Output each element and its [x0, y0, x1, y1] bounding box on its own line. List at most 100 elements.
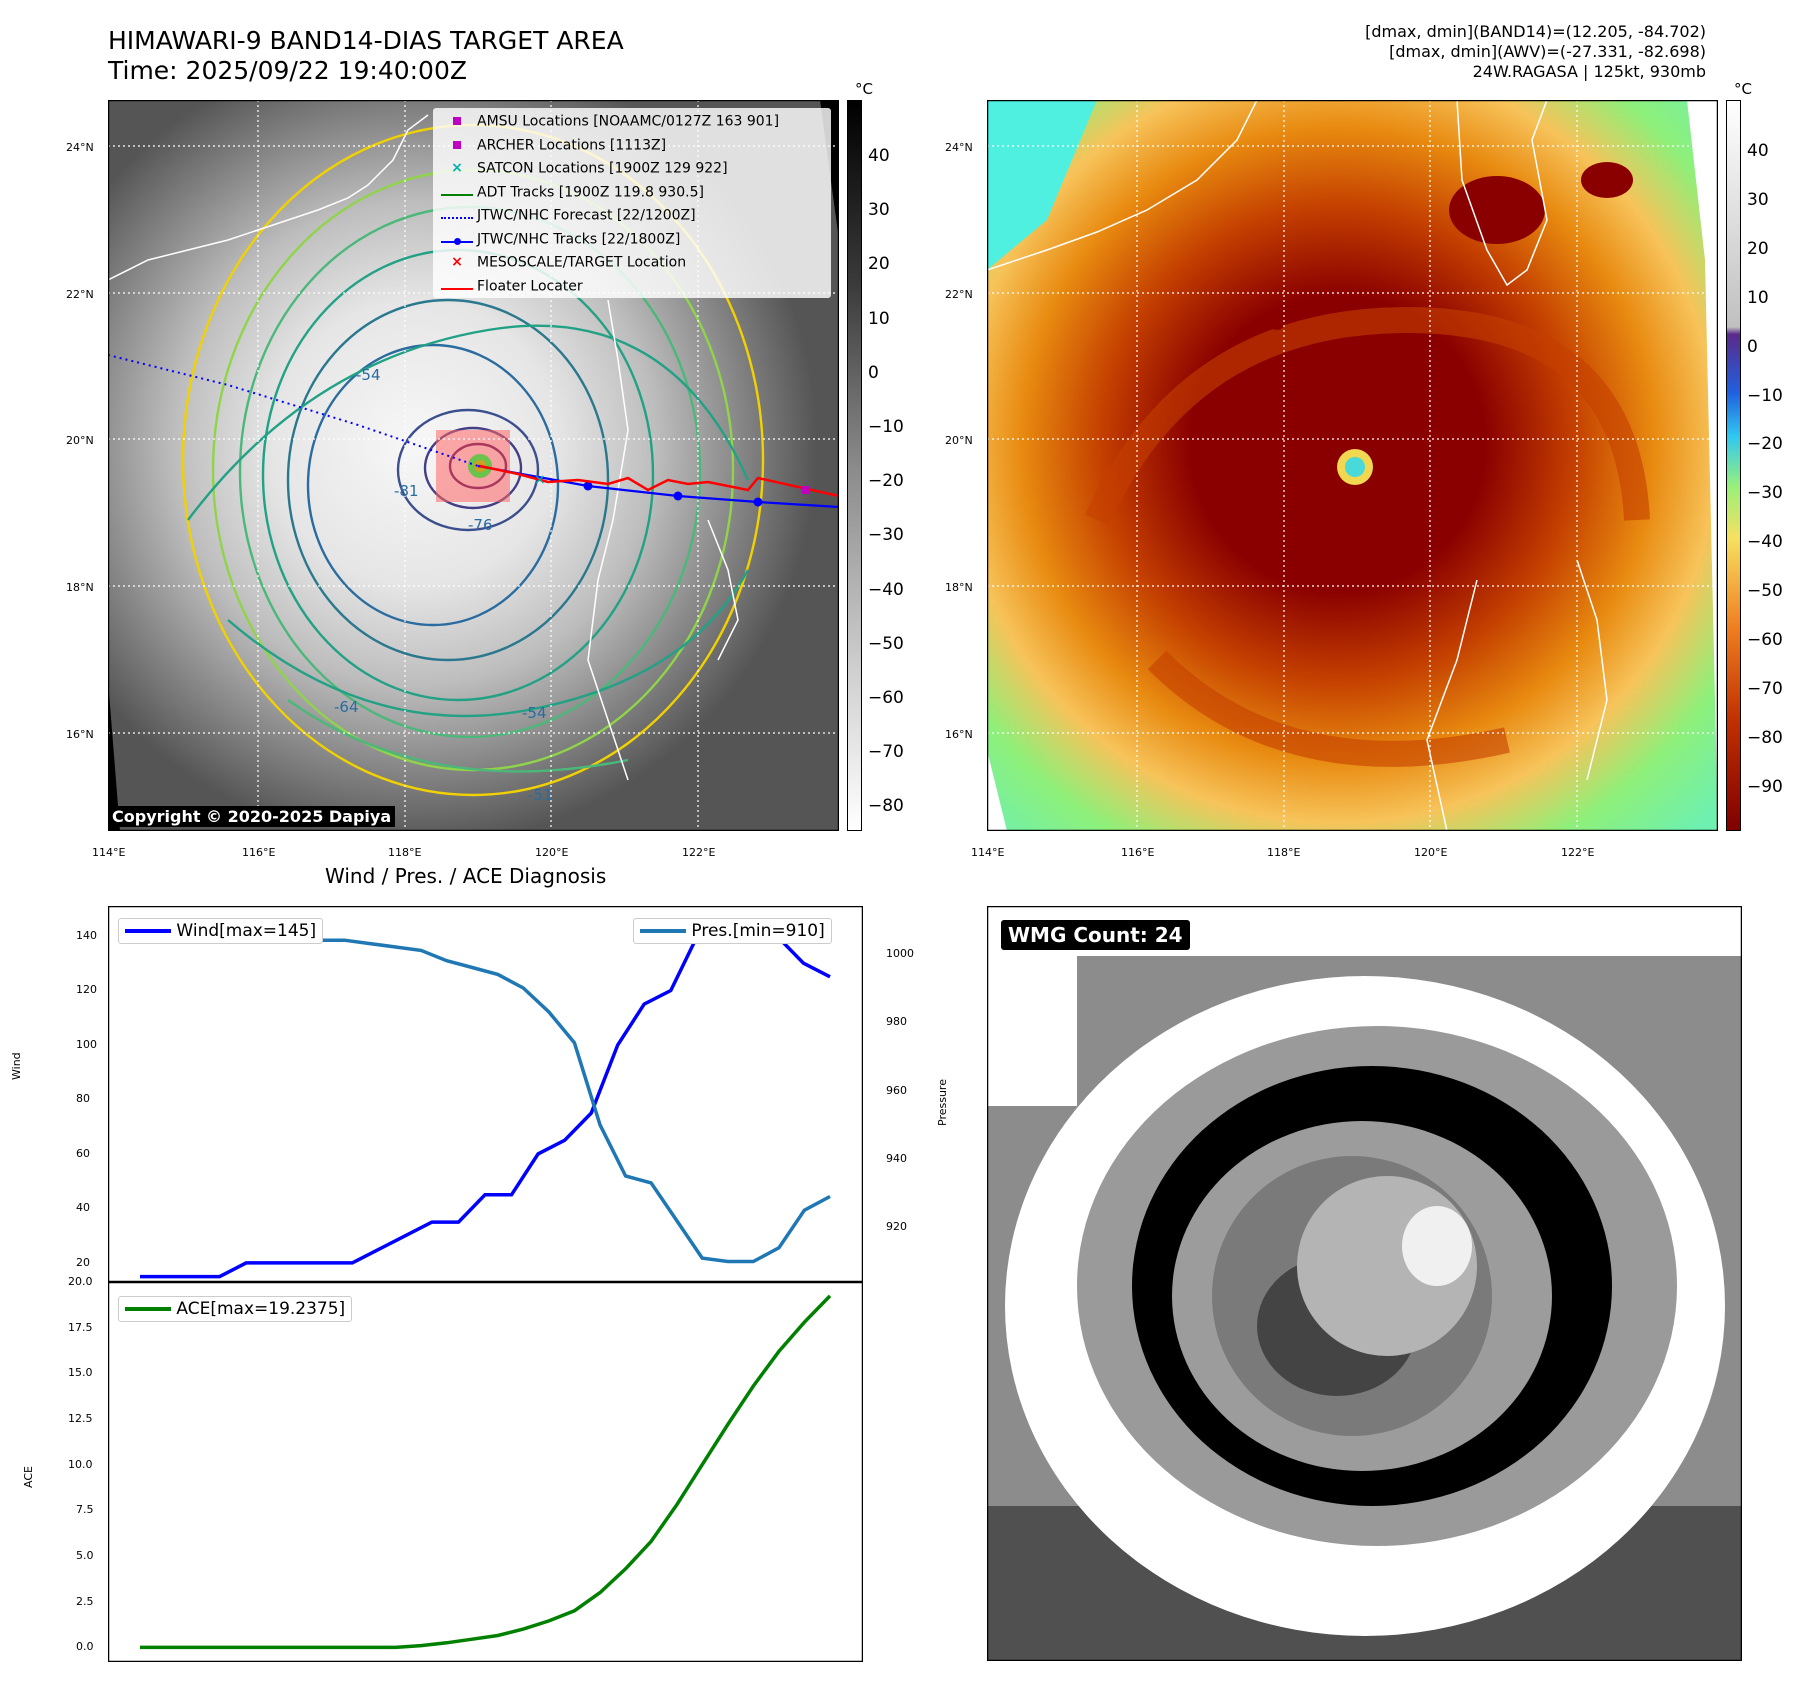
ace-tick-label: 7.5	[76, 1503, 94, 1517]
coastlines	[987, 100, 1608, 831]
lat-label: 22°N	[945, 288, 973, 301]
map-legend-label: JTWC/NHC Forecast [22/1200Z]	[477, 207, 696, 224]
lat-label: 18°N	[66, 581, 94, 594]
colorbar-tick: −30	[868, 525, 904, 546]
spiral-bands	[1085, 306, 1650, 767]
ace-tick-label: 17.5	[68, 1320, 93, 1334]
wind-tick-label: 120	[76, 983, 97, 997]
colorbar-unit: °C	[855, 80, 873, 98]
colorbar-tick: 0	[1747, 336, 1758, 357]
ace-tick-label: 2.5	[76, 1594, 94, 1608]
contour-label: -64	[334, 698, 359, 716]
grayscale-colorbar	[847, 100, 862, 831]
cold-cloud-tops	[1269, 162, 1633, 330]
lat-label: 16°N	[66, 728, 94, 741]
colorbar-tick: −20	[868, 471, 904, 492]
wmg-classification-map	[987, 906, 1742, 1661]
floater-track	[479, 464, 839, 498]
pressure-axis-label: Pressure	[936, 1079, 949, 1126]
page-timestamp: Time: 2025/09/22 19:40:00Z	[108, 56, 467, 85]
legend-marker-icon	[437, 228, 477, 251]
contour-label: -81	[394, 482, 419, 500]
colorbar-tick: −60	[868, 688, 904, 708]
lon-label: 120°E	[535, 846, 569, 859]
lon-label: 118°E	[388, 846, 422, 859]
info-band14-range: [dmax, dmin](BAND14)=(12.205, -84.702)	[1365, 22, 1706, 41]
map-legend-item: × MESOSCALE/TARGET Location	[437, 251, 827, 275]
map-legend-item: Floater Locater	[437, 275, 827, 299]
info-storm-summary: 24W.RAGASA | 125kt, 930mb	[1472, 62, 1706, 81]
colorbar-tick: 40	[1747, 141, 1769, 161]
colorbar-tick: 0	[868, 362, 879, 383]
lon-label: 116°E	[242, 846, 276, 859]
lat-label: 18°N	[945, 581, 973, 594]
colorbar-tick: 30	[1747, 189, 1769, 210]
color-colorbar	[1726, 100, 1741, 831]
ace-legend: ACE[max=19.2375]	[118, 1296, 353, 1322]
map-legend: AMSU Locations [NOAAMC/0127Z 163 901] ARC…	[433, 108, 831, 298]
map-gridlines	[987, 100, 1718, 831]
map-legend-label: ADT Tracks [1900Z 119.8 930.5]	[477, 184, 704, 200]
legend-marker-icon: ×	[451, 254, 463, 270]
contour-label: -76	[468, 516, 493, 534]
contour-label: -54	[522, 704, 547, 722]
ace-tick-label: 10.0	[68, 1457, 93, 1471]
ace-series-line	[140, 1294, 832, 1650]
colorbar-tick: 30	[868, 200, 890, 221]
colorbar-tick: −10	[868, 417, 904, 437]
lon-label: 116°E	[1121, 846, 1155, 859]
lat-label: 20°N	[66, 434, 94, 447]
map-legend-label: JTWC/NHC Tracks [22/1800Z]	[477, 231, 681, 247]
pressure-tick-label: 1000	[886, 946, 914, 960]
legend-marker-icon	[437, 204, 477, 227]
jtwc-track	[477, 464, 839, 509]
map-legend-item: JTWC/NHC Tracks [22/1800Z]	[437, 228, 827, 252]
ace-chart	[108, 1282, 863, 1662]
lon-label: 122°E	[682, 846, 716, 859]
wind-legend-label: Wind[max=145]	[176, 921, 317, 941]
legend-marker-icon	[437, 110, 477, 133]
coastlines	[108, 114, 739, 781]
ace-axis-label: ACE	[22, 1466, 35, 1488]
colorbar-tick: −50	[868, 633, 904, 654]
wmg-count-badge: WMG Count: 24	[1001, 920, 1190, 950]
colorbar-tick: 20	[1747, 238, 1769, 259]
map-legend-label: ARCHER Locations [1113Z]	[477, 137, 667, 153]
legend-marker-icon	[437, 134, 477, 157]
pressure-tick-label: 940	[886, 1151, 907, 1165]
colorbar-tick: 10	[1747, 287, 1769, 308]
info-awv-range: [dmax, dmin](AWV)=(-27.331, -82.698)	[1389, 42, 1706, 61]
map-legend-label: SATCON Locations [1900Z 129 922]	[477, 160, 728, 177]
pressure-tick-label: 980	[886, 1015, 907, 1029]
ace-tick-label: 12.5	[68, 1412, 93, 1426]
map-legend-label: AMSU Locations [NOAAMC/0127Z 163 901]	[477, 113, 780, 130]
wind-tick-label: 40	[76, 1201, 90, 1215]
wind-pressure-chart	[108, 906, 863, 1282]
colorbar-tick: 20	[868, 254, 890, 275]
map-legend-item: ADT Tracks [1900Z 119.8 930.5]	[437, 181, 827, 205]
colorbar-tick: −10	[1747, 385, 1783, 406]
amsu-marker	[802, 486, 810, 494]
lat-label: 20°N	[945, 434, 973, 447]
pressure-legend-label: Pres.[min=910]	[691, 921, 825, 941]
wind-legend: Wind[max=145]	[118, 918, 324, 944]
contour-lines	[181, 123, 765, 797]
wind-tick-label: 80	[76, 1092, 90, 1106]
ace-tick-label: 20.0	[68, 1275, 93, 1288]
ace-legend-label: ACE[max=19.2375]	[176, 1299, 346, 1319]
jtwc-forecast-track	[108, 354, 479, 467]
satcon-marker: ×	[534, 472, 546, 488]
map-legend-item: JTWC/NHC Forecast [22/1200Z]	[437, 204, 827, 228]
colorbar-tick: −70	[1747, 678, 1783, 699]
contour-label: -54	[356, 366, 381, 384]
ace-tick-label: 5.0	[76, 1549, 94, 1563]
page-title: HIMAWARI-9 BAND14-DIAS TARGET AREA	[108, 26, 624, 55]
legend-marker-icon: ×	[451, 160, 463, 176]
wind-axis-label: Wind	[10, 1052, 23, 1080]
lat-label: 22°N	[66, 288, 94, 301]
lon-label: 120°E	[1414, 846, 1448, 859]
colorbar-tick: −80	[1747, 727, 1783, 748]
lat-label: 16°N	[945, 728, 973, 741]
contour-label: -51	[528, 786, 553, 804]
wind-tick-label: 140	[76, 928, 97, 942]
